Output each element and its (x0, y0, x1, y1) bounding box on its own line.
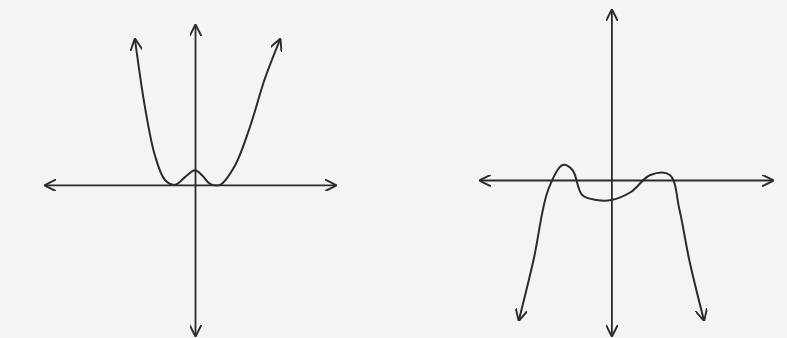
x-axis-line (481, 180, 773, 182)
y-axis-line (195, 26, 197, 336)
canvas (0, 0, 787, 338)
plot-area (135, 40, 280, 186)
curve (135, 40, 280, 186)
x-axis-line (46, 184, 336, 186)
y-axis (195, 26, 196, 336)
panel (481, 11, 773, 336)
curve (519, 165, 704, 320)
panel (46, 26, 336, 336)
x-axis (481, 180, 773, 181)
y-axis-line (611, 11, 613, 336)
y-axis (611, 11, 612, 336)
x-axis (46, 185, 336, 186)
plot-area (519, 165, 704, 320)
